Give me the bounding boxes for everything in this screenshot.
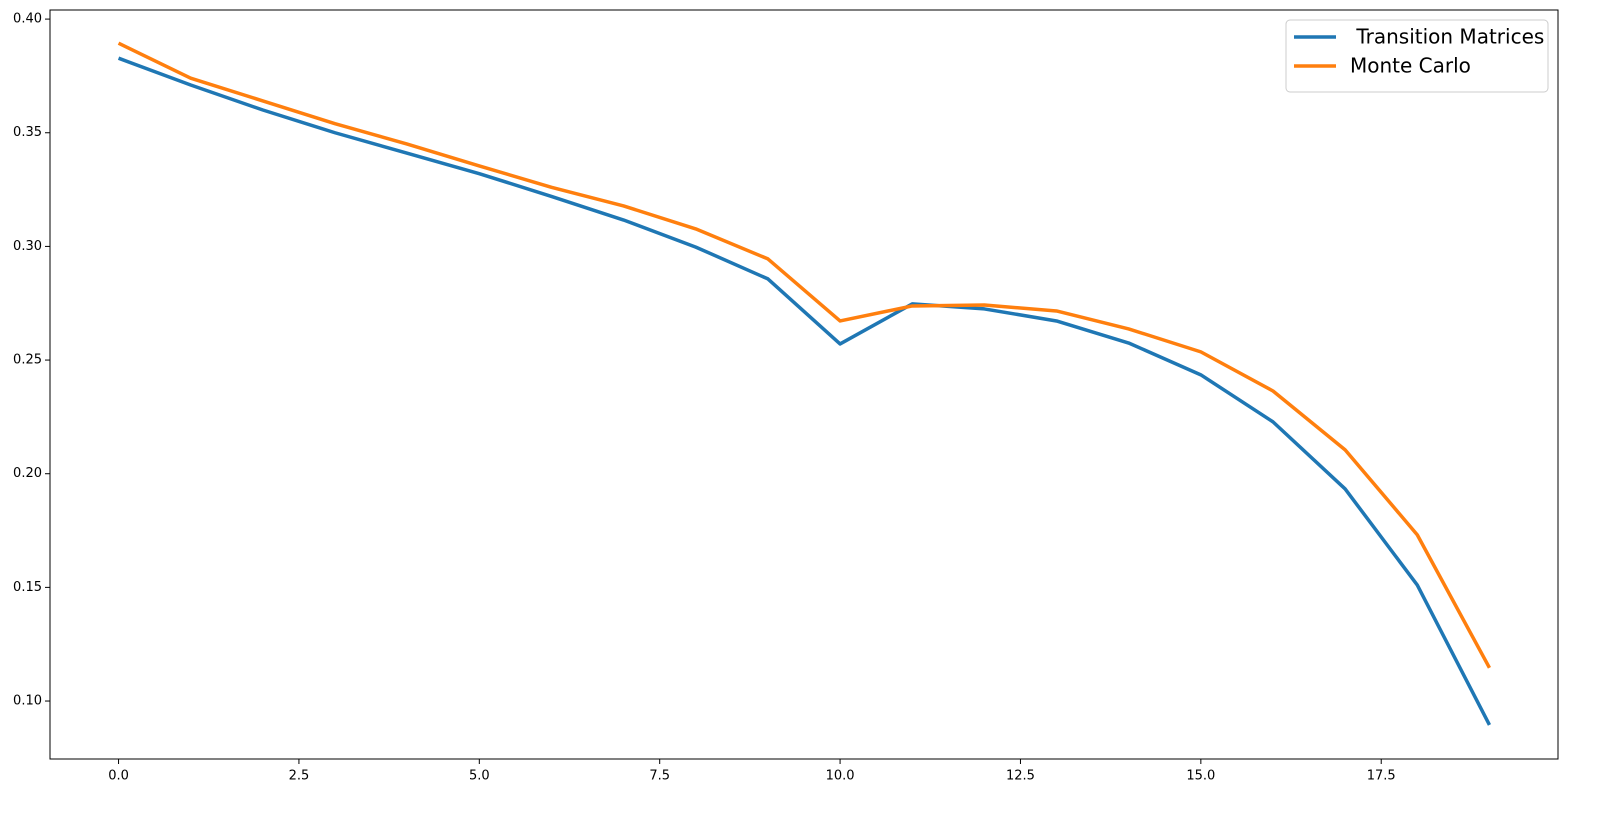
plot-frame <box>49 9 1559 760</box>
y-tick-label: 0.10 <box>13 694 42 709</box>
x-tick-label: 15.0 <box>1186 769 1215 784</box>
legend-label: Monte Carlo <box>1350 54 1471 78</box>
x-tick-label: 12.5 <box>1006 769 1035 784</box>
x-tick-label: 7.5 <box>649 769 670 784</box>
line-series <box>117 56 1492 726</box>
y-tick-label: 0.35 <box>13 125 42 140</box>
legend-box <box>1285 19 1549 93</box>
x-tick-label: 2.5 <box>289 769 310 784</box>
y-tick-label: 0.30 <box>13 239 42 254</box>
line-series <box>117 41 1491 669</box>
x-tick-label: 17.5 <box>1367 769 1396 784</box>
y-tick-label: 0.40 <box>13 12 42 27</box>
y-tick-label: 0.15 <box>13 580 42 595</box>
y-tick-label: 0.20 <box>13 466 42 481</box>
x-tick-label: 5.0 <box>469 769 490 784</box>
x-tick-label: 10.0 <box>826 769 855 784</box>
legend-label: Transition Matrices <box>1350 25 1544 49</box>
x-tick-label: 0.0 <box>108 769 129 784</box>
y-tick-label: 0.25 <box>13 353 42 368</box>
